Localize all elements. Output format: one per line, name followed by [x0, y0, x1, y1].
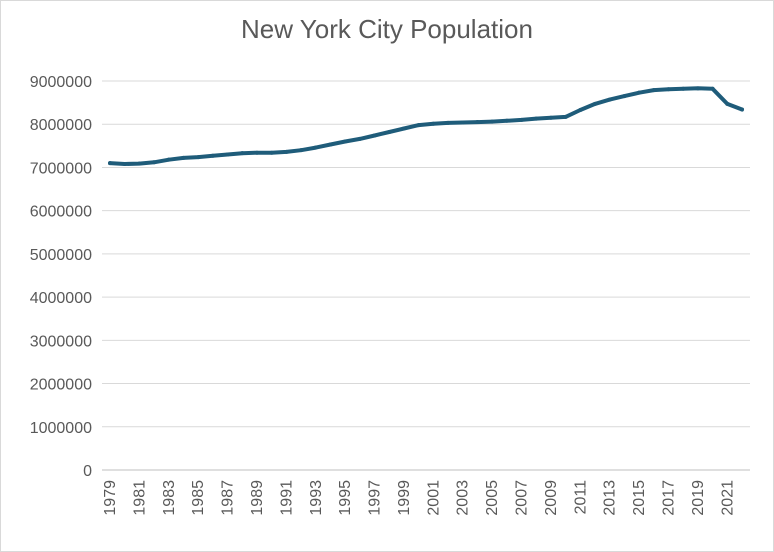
data-point — [152, 160, 157, 165]
x-tick-label: 1997 — [367, 480, 384, 516]
data-point — [196, 155, 201, 160]
data-point — [416, 123, 421, 128]
data-point — [651, 88, 656, 93]
data-point — [269, 150, 274, 155]
y-axis: 0 1000000 2000000 3000000 4000000 5000000 6000… — [30, 74, 92, 480]
x-tick-label: 2009 — [543, 480, 560, 516]
data-point — [710, 86, 715, 91]
x-tick-label: 2003 — [455, 480, 472, 516]
x-tick-label: 1985 — [190, 480, 207, 516]
y-tick-label: 4000000 — [30, 290, 92, 307]
data-point — [299, 148, 304, 153]
gridlines — [102, 80, 750, 471]
x-tick-label: 1991 — [278, 480, 295, 516]
data-point — [372, 133, 377, 138]
data-point — [108, 161, 112, 166]
data-point — [225, 152, 230, 157]
data-point — [284, 149, 289, 154]
x-tick-label: 2021 — [719, 480, 736, 516]
data-point — [504, 118, 509, 123]
data-point — [563, 114, 568, 119]
x-tick-label: 1987 — [220, 480, 237, 516]
data-point — [695, 86, 700, 91]
data-point — [122, 161, 127, 166]
y-tick-label: 9000000 — [30, 74, 92, 91]
data-point — [622, 94, 627, 99]
data-point — [181, 155, 186, 160]
data-point — [534, 116, 539, 121]
x-tick-label: 2015 — [631, 480, 648, 516]
data-point — [637, 90, 642, 95]
data-point — [725, 101, 730, 106]
data-point — [490, 119, 495, 124]
data-point — [401, 126, 406, 131]
data-point — [578, 107, 583, 112]
data-point — [431, 121, 436, 126]
y-tick-label: 0 — [83, 463, 92, 480]
data-point — [666, 87, 671, 92]
x-tick-label: 1995 — [337, 480, 354, 516]
x-tick-label: 2017 — [661, 480, 678, 516]
x-tick-label: 2011 — [572, 480, 589, 515]
x-tick-label: 2005 — [484, 480, 501, 516]
data-point — [460, 120, 465, 125]
data-point — [607, 97, 612, 102]
data-point — [519, 117, 524, 122]
data-point — [681, 86, 686, 91]
x-tick-label: 1989 — [249, 480, 266, 516]
data-point — [328, 142, 333, 147]
x-tick-label: 2001 — [425, 480, 442, 516]
plot-area — [108, 86, 744, 166]
data-point — [357, 136, 362, 141]
x-tick-label: 2019 — [690, 480, 707, 516]
data-point — [313, 145, 318, 150]
data-point — [548, 115, 553, 120]
x-axis: 1979 1981 1983 1985 1987 1989 1991 1993 1995 1997… — [102, 480, 736, 516]
data-point — [254, 150, 259, 155]
population-series-line — [108, 86, 744, 166]
y-tick-label: 7000000 — [30, 160, 92, 177]
data-point — [740, 107, 744, 112]
x-tick-label: 1999 — [396, 480, 413, 516]
data-point — [387, 130, 392, 135]
x-tick-label: 2013 — [602, 480, 619, 516]
y-tick-label: 2000000 — [30, 377, 92, 394]
data-point — [210, 153, 215, 158]
y-tick-label: 5000000 — [30, 247, 92, 264]
data-point — [593, 101, 598, 106]
data-point — [475, 120, 480, 125]
data-point — [166, 157, 171, 162]
x-tick-label: 1981 — [131, 480, 148, 516]
y-tick-label: 6000000 — [30, 204, 92, 221]
data-point — [343, 139, 348, 144]
data-point — [240, 151, 245, 156]
y-tick-label: 3000000 — [30, 333, 92, 350]
x-tick-label: 1979 — [102, 480, 119, 516]
y-tick-label: 1000000 — [30, 420, 92, 437]
x-tick-label: 1993 — [308, 480, 325, 516]
data-point — [137, 161, 142, 166]
y-tick-label: 8000000 — [30, 117, 92, 134]
chart-title: New York City Population — [241, 14, 533, 44]
data-point — [446, 120, 451, 125]
x-tick-label: 1983 — [161, 480, 178, 516]
x-tick-label: 2007 — [514, 480, 531, 516]
